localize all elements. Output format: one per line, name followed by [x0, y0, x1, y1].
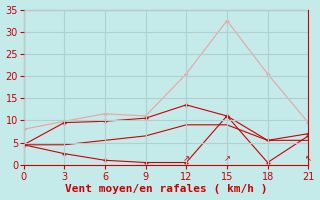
- Text: ↗: ↗: [183, 154, 190, 163]
- Text: ↗: ↗: [223, 154, 230, 163]
- Text: ↖: ↖: [305, 154, 312, 163]
- X-axis label: Vent moyen/en rafales ( km/h ): Vent moyen/en rafales ( km/h ): [65, 184, 267, 194]
